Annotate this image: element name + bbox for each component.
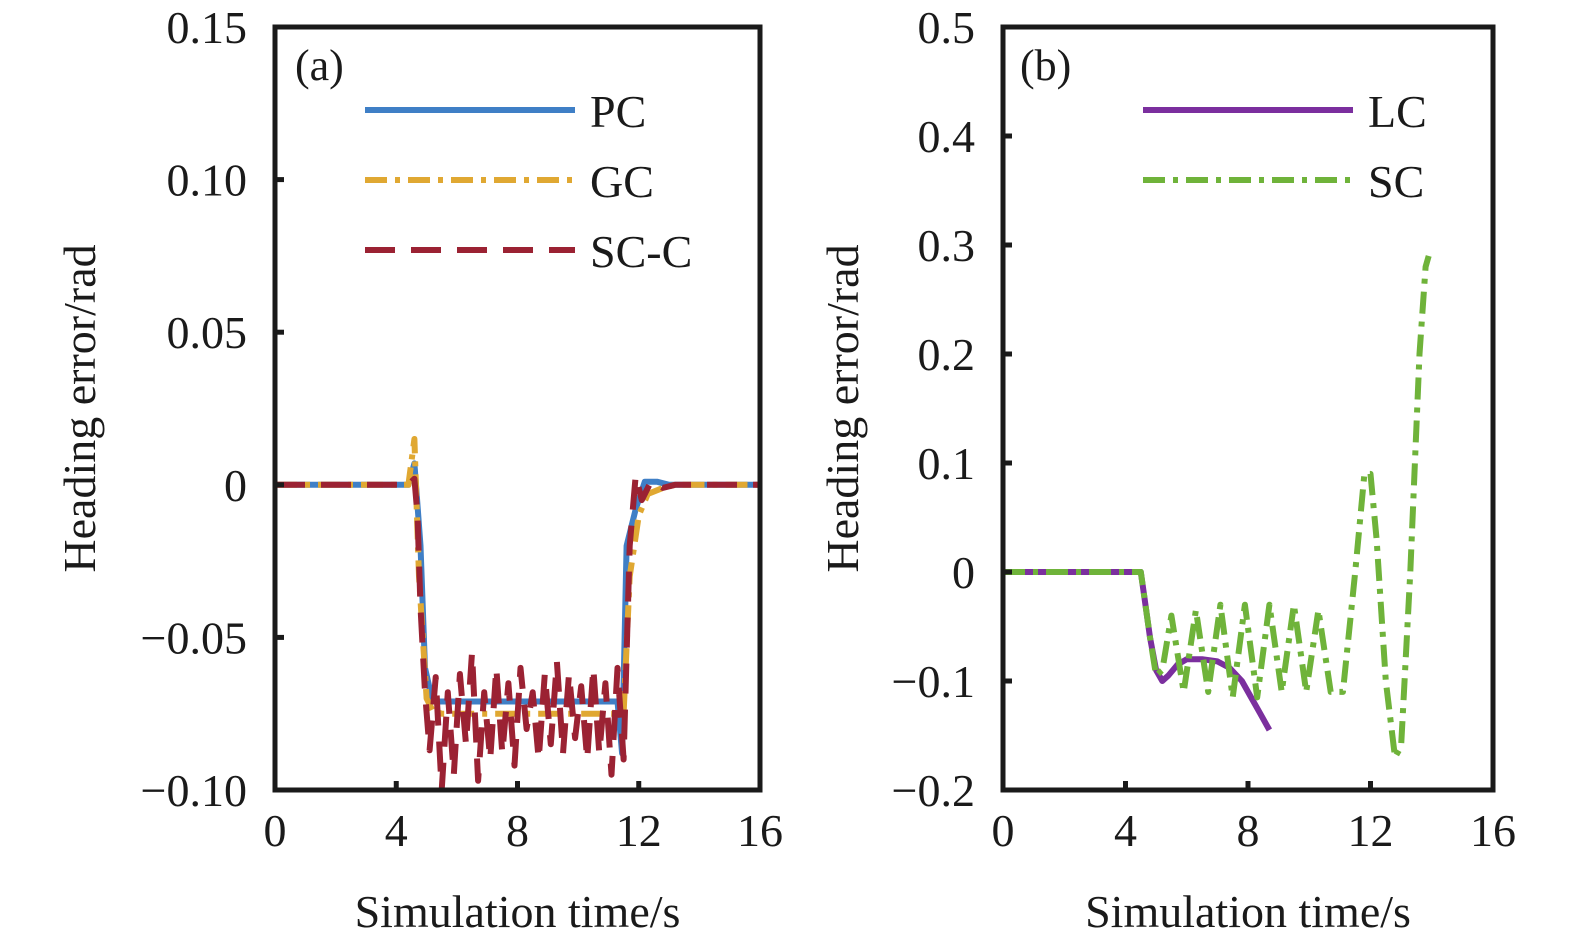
x-tick-label: 4 [1114,805,1137,856]
x-tick-label: 16 [737,805,783,856]
y-tick-label: −0.2 [892,765,975,816]
panel-b: 0 4 8 12 16 −0.2 −0.1 0 0.1 0.2 0.3 0.4 0.5 Simulatio… [817,2,1516,937]
y-tick-label: −0.10 [141,765,247,816]
series-line-lc [1003,569,1273,732]
x-tick-label: 0 [992,805,1015,856]
y-tick-label: 0.05 [167,307,248,358]
x-tick-label: 4 [385,805,408,856]
series-line-sc [1003,255,1432,761]
x-tick-label: 12 [616,805,662,856]
y-tick-label: 0.3 [918,220,976,271]
y-tick-label: 0.5 [918,2,976,53]
legend-label-pc: PC [590,86,646,137]
legend-label-gc: GC [590,156,654,207]
legend-label-sc-c: SC-C [590,226,692,277]
panel-a: 0 4 8 12 16 −0.10 −0.05 0 0.05 0.10 0.15 Simulation… [54,2,783,937]
y-axis-title: Heading error/rad [817,244,868,572]
y-tick-label: 0.4 [918,111,976,162]
x-tick-label: 12 [1348,805,1394,856]
y-tick-label: 0.2 [918,329,976,380]
x-axis-title: Simulation time/s [1085,886,1411,937]
x-axis-title: Simulation time/s [355,886,681,937]
y-axis-title: Heading error/rad [54,244,105,572]
plot-area [275,436,760,790]
y-tick-label: 0.1 [918,438,976,489]
x-tick-label: 8 [1237,805,1260,856]
panel-label: (a) [295,41,344,90]
x-tick-label: 8 [506,805,529,856]
plot-area [1003,255,1432,761]
legend: LC SC [1143,86,1427,207]
y-tick-label: 0 [224,460,247,511]
legend-label-sc: SC [1368,156,1424,207]
x-tick-label: 0 [264,805,287,856]
legend-label-lc: LC [1368,86,1427,137]
legend: PC GC SC-C [365,86,692,277]
x-tick-label: 16 [1470,805,1516,856]
y-tick-label: 0 [952,547,975,598]
series-line-sc-c [275,472,760,790]
panel-label: (b) [1020,41,1071,90]
y-tick-label: −0.05 [141,612,247,663]
y-tick-label: −0.1 [892,656,975,707]
y-tick-label: 0.15 [167,2,248,53]
y-tick-label: 0.10 [167,155,248,206]
